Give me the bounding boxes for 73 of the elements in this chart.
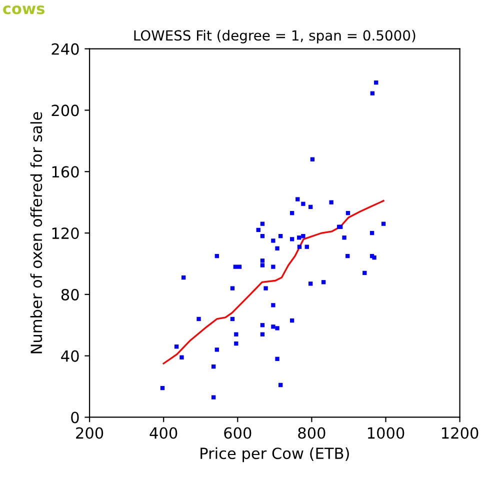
x-tick-label: 1200	[442, 427, 478, 439]
point	[329, 200, 334, 204]
point	[296, 197, 300, 202]
y-tick-label: 120	[52, 227, 79, 240]
x-tick-label: 800	[298, 427, 326, 439]
point	[346, 254, 350, 258]
point	[271, 324, 276, 329]
point	[321, 280, 326, 284]
x-tick-label: 600	[224, 427, 252, 439]
point	[160, 386, 165, 390]
point	[308, 282, 313, 286]
point	[260, 263, 265, 268]
x-tick-label: 1000	[368, 427, 404, 439]
y-tick-label: 200	[52, 104, 79, 116]
point	[182, 275, 186, 280]
point	[301, 234, 306, 238]
y-tick-label: 40	[61, 350, 79, 362]
point	[196, 316, 201, 322]
y-tick-label: 0	[71, 412, 79, 424]
point	[290, 237, 294, 242]
point	[211, 395, 216, 400]
point	[304, 244, 309, 249]
point	[214, 254, 219, 258]
point	[290, 210, 294, 216]
x-tick-label: 200	[76, 427, 104, 439]
point	[310, 157, 315, 162]
point	[237, 264, 242, 269]
x-tick-label: 400	[150, 427, 178, 439]
point	[174, 344, 179, 349]
point	[374, 80, 378, 85]
point	[260, 258, 265, 263]
point	[211, 364, 216, 369]
point	[256, 228, 260, 232]
point	[271, 264, 276, 269]
point	[275, 246, 280, 250]
point	[233, 264, 238, 269]
point	[370, 91, 374, 96]
x-axis-title: Price per Cow (ETB)	[200, 447, 349, 462]
point	[278, 234, 283, 238]
point	[230, 316, 235, 322]
point	[234, 341, 238, 346]
point	[260, 323, 265, 328]
point	[308, 204, 313, 210]
y-tick-label: 80	[61, 288, 79, 300]
point	[271, 303, 276, 308]
y-axis-title: Number of oxen offered for sale	[30, 112, 42, 354]
point	[234, 332, 238, 336]
y-tick-label: 160	[52, 166, 79, 178]
chart-title: LOWESS Fit (degree = 1, span = 0.5000)	[134, 30, 416, 44]
point	[180, 355, 184, 360]
point	[301, 202, 306, 206]
point	[275, 326, 280, 330]
point	[230, 286, 235, 290]
text: cows	[3, 5, 44, 14]
point	[264, 286, 268, 290]
line-series	[162, 200, 384, 364]
point	[372, 256, 376, 260]
point	[297, 236, 302, 240]
point	[362, 270, 367, 276]
point	[214, 348, 219, 352]
point	[260, 332, 265, 336]
point	[271, 238, 276, 243]
point	[342, 236, 346, 240]
y-tick-label: 240	[52, 43, 79, 55]
point	[260, 222, 265, 226]
point	[346, 210, 350, 216]
point	[278, 382, 283, 388]
point	[260, 234, 265, 238]
point	[297, 244, 302, 249]
point	[275, 356, 280, 361]
point	[370, 230, 374, 236]
point	[381, 222, 386, 226]
point	[290, 318, 294, 323]
